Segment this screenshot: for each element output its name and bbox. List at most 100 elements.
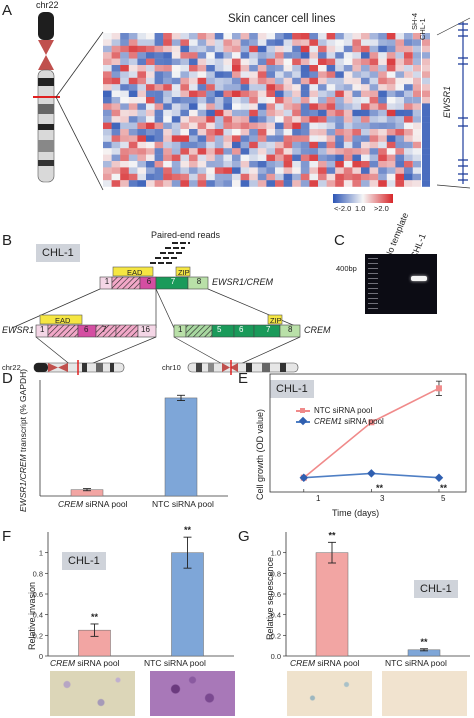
heatmap-cell xyxy=(128,39,138,46)
heatmap-cell xyxy=(180,116,190,123)
heatmap-cell xyxy=(386,84,396,91)
heatmap-cell xyxy=(146,161,155,168)
heatmap-cell xyxy=(335,173,344,181)
heatmap-cell xyxy=(300,39,310,46)
heatmap-cell xyxy=(206,167,215,174)
heatmap-cell xyxy=(214,173,224,181)
heatmap-cell xyxy=(326,97,336,104)
panel-f-letter: F xyxy=(2,528,12,545)
heatmap-cell xyxy=(309,90,319,98)
heatmap-cell xyxy=(361,84,370,91)
heatmap-cell xyxy=(343,116,353,123)
heatmap-cell xyxy=(257,90,267,98)
heatmap-cell xyxy=(120,135,129,142)
heatmap-cell xyxy=(292,97,301,104)
heatmap-cell xyxy=(249,65,258,72)
heatmap-cell xyxy=(361,58,370,66)
heatmap-cell xyxy=(300,84,310,91)
heatmap-cell xyxy=(197,122,207,130)
heatmap-cell xyxy=(352,135,362,142)
heatmap-cell xyxy=(275,180,284,187)
heatmap-cell xyxy=(103,129,112,136)
heatmap-cell xyxy=(352,129,362,136)
heatmap-cell xyxy=(163,129,172,136)
heatmap-cell xyxy=(206,129,215,136)
heatmap-cell xyxy=(232,148,241,155)
gel-image xyxy=(365,254,437,314)
heatmap-cell xyxy=(249,129,258,136)
heatmap-cell xyxy=(154,122,164,130)
heatmap-cell xyxy=(171,148,181,155)
heatmap-cell xyxy=(128,77,138,85)
heatmap-cell xyxy=(206,116,215,123)
heatmap-cell xyxy=(266,167,276,174)
heatmap-cell xyxy=(249,33,258,40)
heatmap-cell xyxy=(214,161,224,168)
heatmap-cell xyxy=(171,180,181,187)
heatmap-cell xyxy=(111,129,121,136)
heatmap-cell xyxy=(335,97,344,104)
heatmap-cell xyxy=(386,154,396,162)
heatmap-cell xyxy=(300,77,310,85)
heatmap-cell xyxy=(300,97,310,104)
heatmap-cell xyxy=(197,45,207,53)
heatmap-cell xyxy=(283,129,293,136)
heatmap-cell xyxy=(171,90,181,98)
heatmap-cell xyxy=(343,90,353,98)
heatmap-cell xyxy=(283,141,293,149)
heatmap-cell xyxy=(154,39,164,46)
heatmap-cell xyxy=(146,116,155,123)
heatmap-cell-sh4 xyxy=(413,45,421,53)
heatmap-cell xyxy=(163,116,172,123)
heatmap-cell xyxy=(275,116,284,123)
heatmap-cell-sh4 xyxy=(413,52,421,59)
heatmap-cell xyxy=(386,90,396,98)
chart-e-sig-day5: ** xyxy=(440,483,448,493)
heatmap-cell xyxy=(292,141,301,149)
chart-e-xtick-3: 3 xyxy=(380,494,385,503)
heatmap-cell xyxy=(369,141,379,149)
heatmap-cell xyxy=(223,58,233,66)
heatmap-cell xyxy=(232,84,241,91)
heatmap-cell xyxy=(352,65,362,72)
heatmap-cell xyxy=(378,71,387,78)
heatmap-cell-sh4 xyxy=(413,39,421,46)
heatmap-cell xyxy=(318,39,327,46)
heatmap-cell xyxy=(137,39,147,46)
heatmap-cell xyxy=(292,33,301,40)
heatmap-cell xyxy=(318,33,327,40)
heatmap-cell xyxy=(318,148,327,155)
heatmap-cell xyxy=(318,154,327,162)
heatmap-cell xyxy=(283,71,293,78)
heatmap-cell xyxy=(146,65,155,72)
heatmap-cell xyxy=(266,148,276,155)
heatmap-cell xyxy=(180,122,190,130)
heatmap-cell xyxy=(395,154,405,162)
heatmap-cell xyxy=(343,135,353,142)
heatmap-cell-sh4 xyxy=(413,154,421,162)
heatmap-cell xyxy=(275,84,284,91)
heatmap-cell xyxy=(128,167,138,174)
heatmap-cell xyxy=(146,167,155,174)
heatmap-cell xyxy=(326,45,336,53)
heatmap-cell xyxy=(163,180,172,187)
heatmap-cell xyxy=(137,173,147,181)
heatmap-cell xyxy=(283,84,293,91)
data-point xyxy=(367,469,376,478)
heatmap-cell xyxy=(137,116,147,123)
heatmap-cell xyxy=(171,129,181,136)
heatmap-cell xyxy=(232,39,241,46)
chart-g-ylabel: Relative senescence xyxy=(265,556,275,640)
heatmap-cell xyxy=(257,180,267,187)
heatmap-cell xyxy=(240,39,250,46)
heatmap-cell xyxy=(163,33,172,40)
heatmap-cell xyxy=(146,148,155,155)
heatmap-cell-sh4 xyxy=(413,116,421,123)
heatmap-cell xyxy=(395,167,405,174)
heatmap-cell xyxy=(163,135,172,142)
legend-tick-high: >2.0 xyxy=(374,204,389,213)
heatmap-cell xyxy=(257,161,267,168)
heatmap-cell xyxy=(352,33,362,40)
heatmap-cell xyxy=(361,161,370,168)
heatmap-cell xyxy=(214,97,224,104)
